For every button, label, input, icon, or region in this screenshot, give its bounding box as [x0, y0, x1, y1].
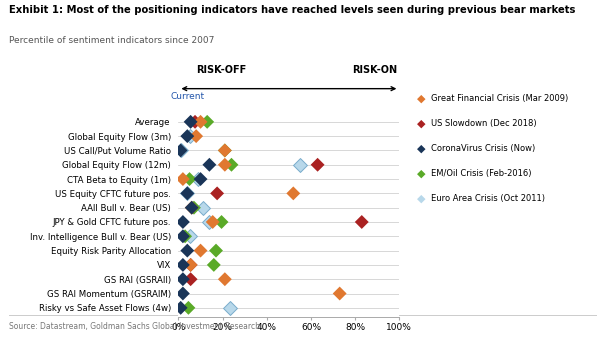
Point: [178, 219, 188, 225]
Text: ◆: ◆: [417, 193, 426, 204]
Text: Exhibit 1: Most of the positioning indicators have reached levels seen during pr: Exhibit 1: Most of the positioning indic…: [9, 5, 575, 15]
Text: Source: Datastream, Goldman Sachs Global Investment Research: Source: Datastream, Goldman Sachs Global…: [9, 322, 260, 331]
Point: [313, 162, 322, 167]
Text: EM/Oil Crisis (Feb-2016): EM/Oil Crisis (Feb-2016): [431, 169, 531, 178]
Point: [186, 277, 195, 282]
Point: [220, 148, 230, 153]
Point: [187, 205, 197, 210]
Point: [220, 162, 230, 167]
Point: [186, 119, 195, 124]
Point: [209, 262, 218, 268]
Point: [186, 262, 195, 268]
Point: [198, 205, 208, 210]
Point: [194, 176, 203, 182]
Point: [335, 291, 344, 296]
Point: [204, 162, 214, 167]
Point: [204, 219, 214, 225]
Point: [180, 234, 190, 239]
Point: [183, 191, 192, 196]
Point: [289, 191, 298, 196]
Point: [178, 262, 188, 268]
Point: [220, 148, 230, 153]
Text: RISK-OFF: RISK-OFF: [195, 65, 246, 75]
Point: [185, 133, 194, 139]
Point: [191, 133, 201, 139]
Point: [217, 219, 226, 225]
Point: [176, 148, 186, 153]
Point: [295, 162, 305, 167]
Point: [178, 234, 188, 239]
Point: [212, 191, 222, 196]
Point: [185, 234, 194, 239]
Point: [187, 205, 197, 210]
Text: Great Financial Crisis (Mar 2009): Great Financial Crisis (Mar 2009): [431, 94, 568, 103]
Point: [183, 191, 192, 196]
Point: [211, 248, 221, 253]
Point: [357, 219, 367, 225]
Point: [196, 248, 206, 253]
Point: [185, 176, 194, 182]
Point: [227, 162, 237, 167]
Point: [186, 262, 195, 268]
Point: [176, 305, 186, 311]
Text: Percentile of sentiment indicators since 2007: Percentile of sentiment indicators since…: [9, 36, 214, 45]
Point: [178, 291, 188, 296]
Point: [183, 305, 193, 311]
Text: Current: Current: [171, 92, 204, 101]
Point: [208, 219, 218, 225]
Text: ◆: ◆: [417, 119, 426, 129]
Text: CoronaVirus Crisis (Now): CoronaVirus Crisis (Now): [431, 144, 535, 153]
Point: [196, 176, 206, 182]
Point: [190, 119, 200, 124]
Text: ◆: ◆: [417, 168, 426, 179]
Point: [202, 119, 212, 124]
Point: [226, 305, 235, 311]
Text: US Slowdown (Dec 2018): US Slowdown (Dec 2018): [431, 119, 537, 128]
Point: [183, 248, 192, 253]
Text: Euro Area Crisis (Oct 2011): Euro Area Crisis (Oct 2011): [431, 194, 544, 203]
Text: ◆: ◆: [417, 94, 426, 104]
Point: [220, 277, 230, 282]
Point: [178, 277, 188, 282]
Point: [189, 205, 199, 210]
Point: [178, 176, 188, 182]
Text: RISK-ON: RISK-ON: [353, 65, 397, 75]
Point: [183, 133, 192, 139]
Point: [176, 148, 186, 153]
Point: [196, 119, 206, 124]
Text: ◆: ◆: [417, 144, 426, 154]
